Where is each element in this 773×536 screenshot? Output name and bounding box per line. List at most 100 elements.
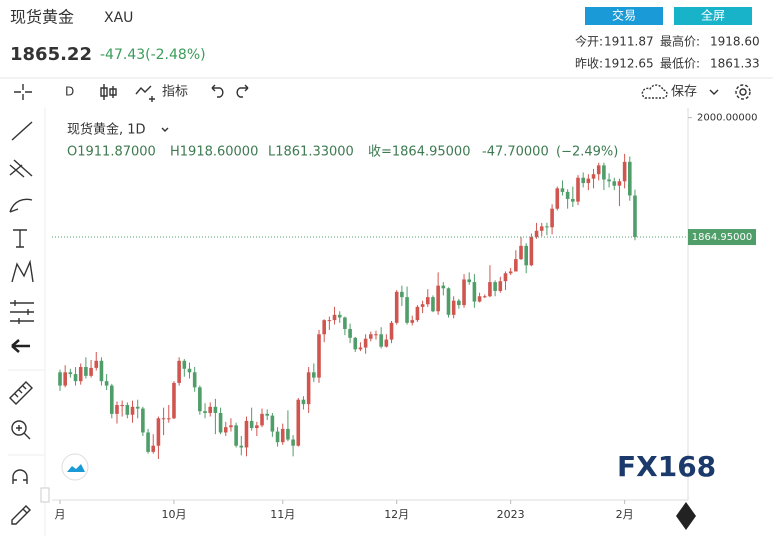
candle-body [166,418,171,420]
candle-body [146,432,150,452]
fullscreen-button[interactable] [674,7,752,25]
candle-body [477,296,482,302]
candle-body [172,382,176,419]
candle-body [400,291,404,298]
candle-body [213,406,218,413]
interval-button[interactable]: D [65,85,74,99]
candle-body [576,177,580,202]
lock-draw-tool[interactable] [11,505,31,525]
cloud-icon[interactable] [641,84,668,99]
trendline-tool[interactable] [11,121,33,141]
stat-label: 昨收: [575,57,603,71]
legend-value: -47.70000 [482,145,549,160]
brush-tool[interactable] [9,198,33,213]
candle-body [68,372,73,375]
pattern-tool[interactable] [11,259,34,283]
candle-body [545,226,549,228]
candle-body [612,181,617,186]
instrument-name: 现货黄金 [10,8,74,27]
indicator-button[interactable]: 指标 [162,85,188,100]
candle-body [156,418,161,446]
instrument-symbol: XAU [104,10,133,26]
candle-body [327,320,332,322]
candle-body [550,208,554,228]
candle-body [94,360,99,368]
candle-body [58,372,62,386]
candle-body [353,337,358,350]
toolbar: D 指标 保存 [14,84,751,102]
stat-value: 1912.65 [604,57,654,71]
candle-body [514,259,518,272]
candle-body [203,411,207,413]
candle-body [581,177,585,184]
candle-body [265,413,269,416]
save-menu[interactable] [709,89,719,95]
candle-body [446,288,451,315]
candle-body [617,181,622,186]
zoom-tool-plus [16,425,31,440]
candle-body [151,445,156,452]
candle-body [415,306,420,321]
candle-body [534,230,539,237]
candle-body [493,282,497,291]
candle-body [177,360,181,383]
chart-style-button[interactable] [100,84,117,100]
collapse-toggle[interactable] [40,487,50,503]
legend-value: O1911.87000 [67,145,156,160]
x-tick-label: 2023 [497,508,525,521]
settings-gear [735,84,751,100]
trade-button-label[interactable]: 交易 [612,8,636,23]
measure-tool[interactable] [9,381,33,405]
candle-body [524,245,528,266]
candle-body [130,406,135,415]
back-tool[interactable] [11,339,30,353]
save-button[interactable]: 保存 [671,85,697,100]
candle-body [602,165,606,180]
indicator-icon[interactable] [135,85,155,102]
settings-button[interactable] [739,88,747,96]
candle-body [358,347,363,350]
zoom-tool[interactable] [11,420,27,436]
undo-button[interactable] [211,84,224,98]
text-tool[interactable] [13,229,27,248]
fullscreen-button-label[interactable]: 全屏 [701,8,725,23]
candle-body [472,282,477,302]
cloud-button[interactable] [61,453,89,481]
candle-body [337,314,342,318]
crosshair-tool[interactable] [14,84,32,100]
candle-body [301,399,306,405]
legend-values: O1911.87000 H1918.60000 L1861.33000 收=1864.… [67,145,618,160]
fib-tool[interactable] [9,159,33,178]
candle-body [89,367,93,376]
legend-menu[interactable] [161,127,169,132]
x-tick-label: 11月 [270,508,295,521]
magnet-tool[interactable] [12,469,28,484]
y-tick-label: 2000.00000 [697,113,757,124]
candle-body [229,425,233,428]
candle-body [628,161,632,196]
candle-body [270,415,275,432]
redo-button[interactable] [236,84,249,98]
price-tag-label: 1864.95000 [692,232,752,243]
candle-body [363,338,368,348]
candle-body [519,245,523,260]
candle-body [539,226,544,231]
candle-body [296,399,301,446]
price-change: -47.43(-2.48%) [100,47,206,63]
candle-body [78,367,83,382]
candle-body [208,406,213,413]
candle-body [312,372,316,378]
candle-body [420,304,425,307]
candle-body [286,428,290,440]
plot-area: 2000.00000 月 10月 11月 12月 2023 2月 1864.95000 [52,113,757,521]
candle-body [234,425,238,446]
prediction-tool[interactable] [10,300,34,324]
candle-body [431,297,435,312]
candle-body [182,360,187,369]
candle-body [529,237,534,266]
candle-body [488,282,492,297]
candle-body [291,439,295,446]
trade-button[interactable] [585,7,663,25]
candle-body [565,191,570,199]
